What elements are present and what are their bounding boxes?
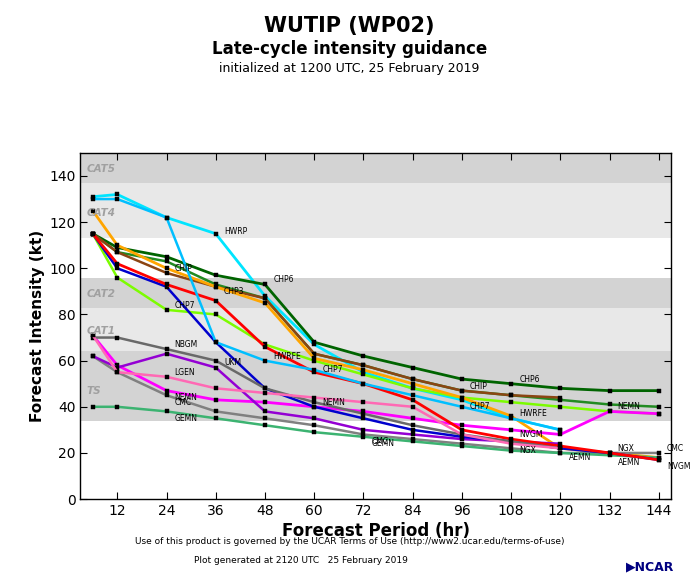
Bar — [80, 153, 671, 183]
Text: CHP6: CHP6 — [519, 374, 540, 384]
Text: UKM: UKM — [224, 358, 241, 368]
Text: TS: TS — [87, 385, 101, 396]
Text: NGX: NGX — [618, 444, 635, 453]
Text: Late-cycle intensity guidance: Late-cycle intensity guidance — [212, 40, 487, 58]
Text: CAT5: CAT5 — [87, 164, 115, 174]
Text: CHP7: CHP7 — [175, 301, 195, 310]
Text: CMC: CMC — [667, 444, 684, 453]
Text: NEMN: NEMN — [175, 393, 198, 402]
Text: NEMN: NEMN — [618, 402, 640, 411]
Y-axis label: Forecast Intensity (kt): Forecast Intensity (kt) — [30, 230, 45, 422]
Text: CHIP: CHIP — [175, 264, 193, 273]
Text: HWRP: HWRP — [224, 227, 247, 236]
Text: Use of this product is governed by the UCAR Terms of Use (http://www2.ucar.edu/t: Use of this product is governed by the U… — [135, 537, 564, 546]
X-axis label: Forecast Period (hr): Forecast Period (hr) — [282, 522, 470, 540]
Text: Plot generated at 2120 UTC   25 February 2019: Plot generated at 2120 UTC 25 February 2… — [194, 556, 408, 565]
Text: HWRFE: HWRFE — [519, 409, 547, 418]
Text: GEMN: GEMN — [175, 414, 198, 423]
Text: initialized at 1200 UTC, 25 February 2019: initialized at 1200 UTC, 25 February 201… — [219, 62, 480, 74]
Text: ▶NCAR: ▶NCAR — [626, 560, 674, 573]
Text: CHP7: CHP7 — [322, 365, 343, 374]
Text: CMC: CMC — [372, 437, 389, 446]
Text: CHIP: CHIP — [470, 381, 488, 391]
Text: CHP3: CHP3 — [224, 287, 245, 296]
Text: NBGM: NBGM — [175, 340, 198, 349]
Text: WUTIP (WP02): WUTIP (WP02) — [264, 16, 435, 36]
Text: CHP7: CHP7 — [470, 402, 491, 411]
Text: NGX: NGX — [519, 446, 536, 455]
Text: NVGM: NVGM — [667, 462, 691, 471]
Text: NVGM: NVGM — [519, 430, 543, 439]
Bar — [80, 183, 671, 238]
Text: LGEN: LGEN — [175, 368, 195, 377]
Text: CMC: CMC — [175, 398, 192, 407]
Text: GEMN: GEMN — [372, 439, 395, 448]
Text: AEMN: AEMN — [568, 453, 591, 462]
Text: CAT2: CAT2 — [87, 288, 115, 299]
Text: CAT4: CAT4 — [87, 208, 115, 218]
Bar — [80, 278, 671, 308]
Text: AEMN: AEMN — [618, 458, 640, 467]
Text: NEMN: NEMN — [322, 398, 345, 407]
Text: HWRFE: HWRFE — [273, 351, 301, 361]
Text: CHP6: CHP6 — [273, 275, 294, 284]
Bar — [80, 308, 671, 351]
Bar — [80, 351, 671, 421]
Text: CAT1: CAT1 — [87, 325, 115, 336]
